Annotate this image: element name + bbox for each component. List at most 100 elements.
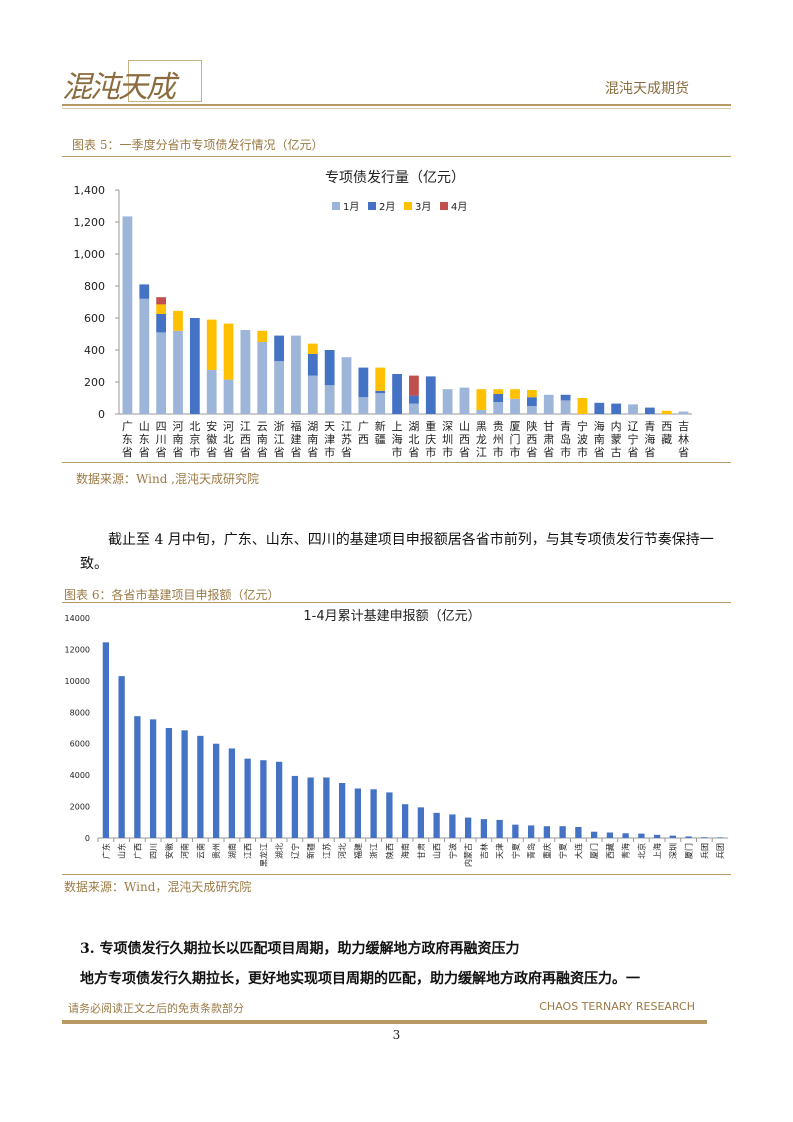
x-tick-label: 省 <box>307 446 318 459</box>
x-tick-label: 龙 <box>476 433 487 446</box>
bar <box>669 835 677 838</box>
chart-title: 专项债发行量（亿元） <box>325 170 465 186</box>
bar <box>512 824 519 838</box>
footer-rule <box>62 1020 707 1024</box>
chart-special-bond-issuance: 专项债发行量（亿元） 1月 2月 3月 4月 0 200 400 600 800 1,000 1,20… <box>74 170 692 459</box>
x-tick-label: 西 <box>358 433 369 446</box>
legend-label: 3月 <box>415 201 431 213</box>
bar-segment <box>223 379 234 414</box>
x-tick-label: 宁波 <box>447 843 457 859</box>
header-rule <box>62 104 731 106</box>
x-tick-label: 河 <box>223 420 234 433</box>
x-tick-label: 徽 <box>206 432 217 446</box>
x-tick-label: 藏 <box>661 433 672 446</box>
x-tick-label: 省 <box>206 446 217 459</box>
x-tick-label: 市 <box>493 445 504 459</box>
bar-segment <box>510 398 520 414</box>
x-tick-label: 江 <box>341 420 352 433</box>
legend-label: 4月 <box>451 201 467 213</box>
x-tick-label: 西 <box>459 433 470 446</box>
bar <box>149 719 157 838</box>
footer-disclaimer: 请务必阅读正文之后的免责条款部分 <box>68 1002 244 1015</box>
x-tick-label: 厦门 <box>684 843 694 859</box>
y-tick-label: 14000 <box>65 614 90 623</box>
x-tick-label: 四 <box>156 420 167 433</box>
x-tick-label: 省 <box>240 446 251 459</box>
chart-title: 1-4月累计基建申报额（亿元） <box>303 609 480 624</box>
figure5-caption: 图表 5：一季度分省市专项债发行情况（亿元） <box>72 138 324 152</box>
x-tick-label: 市 <box>577 445 588 459</box>
bar-segment <box>375 390 386 394</box>
bar <box>102 642 110 838</box>
x-tick-label: 吉林 <box>479 843 489 859</box>
logo-frame <box>128 60 202 102</box>
x-tick-label: 广西 <box>132 843 142 859</box>
bar <box>638 833 645 838</box>
y-tick-label: 600 <box>84 312 105 325</box>
x-tick-label: 山东 <box>117 843 127 859</box>
x-tick-label: 省 <box>678 446 689 459</box>
x-tick-label: 山 <box>139 420 150 433</box>
bar-segment <box>189 318 200 414</box>
x-tick-label: 南 <box>594 433 605 446</box>
footer-brand: CHAOS TERNARY RESEARCH <box>539 1000 695 1013</box>
bar-segment <box>409 375 419 396</box>
bar <box>244 758 251 838</box>
x-tick-label: 青岛 <box>526 843 536 859</box>
x-tick-label: 浙江 <box>369 843 379 859</box>
bar-segment <box>493 402 504 414</box>
bar <box>433 812 440 838</box>
bar-segment <box>375 367 386 391</box>
x-tick-label: 山西 <box>432 843 442 859</box>
bar-segment <box>493 389 504 394</box>
x-tick-label: 内 <box>611 419 622 433</box>
bar-segment <box>409 403 419 414</box>
bar <box>291 775 299 838</box>
bar-segment <box>409 395 419 404</box>
x-tick-label: 大连 <box>573 843 583 859</box>
x-tick-label: 疆 <box>375 433 386 446</box>
x-tick-label: 安 <box>206 419 217 433</box>
x-tick-label: 吉 <box>678 420 689 433</box>
x-tick-label: 青 <box>560 420 571 433</box>
x-tick-label: 兵团 <box>715 843 725 859</box>
x-tick-label: 西藏 <box>605 843 615 859</box>
bar <box>338 783 346 838</box>
x-tick-label: 肃 <box>543 433 554 446</box>
x-tick-label: 市 <box>189 445 200 459</box>
bar-segment <box>375 393 386 414</box>
bar-segment <box>240 330 251 414</box>
x-tick-label: 省 <box>122 446 133 459</box>
x-tick-label: 广 <box>122 420 133 433</box>
x-tick-label: 宁 <box>577 419 588 433</box>
x-tick-label: 青海 <box>621 843 631 859</box>
x-tick-label: 贵州 <box>211 843 221 859</box>
bar-segment <box>392 374 402 414</box>
x-tick-label: 西 <box>661 420 672 433</box>
bar-segment <box>122 216 133 414</box>
x-tick-label: 市 <box>560 445 571 459</box>
x-tick-label: 四川 <box>149 843 158 859</box>
bar-segment <box>206 370 217 414</box>
bar-segment <box>527 390 537 398</box>
x-tick-label: 门 <box>510 432 521 446</box>
bar-segment <box>644 407 655 414</box>
bar-segment <box>307 343 318 354</box>
bar-segment <box>358 397 369 414</box>
x-tick-label: 北 <box>223 433 234 446</box>
x-tick-label: 省 <box>223 446 234 459</box>
x-tick-label: 甘 <box>543 420 554 433</box>
bar-segment <box>274 361 284 414</box>
bar-segment <box>307 354 318 376</box>
x-tick-label: 湖南 <box>227 843 237 859</box>
legend-swatch <box>332 202 340 210</box>
bar-segment <box>577 398 588 414</box>
legend-swatch <box>368 202 376 210</box>
x-tick-label: 庆 <box>425 432 436 446</box>
x-tick-label: 黑 <box>476 420 487 433</box>
x-tick-label: 江苏 <box>321 843 331 859</box>
x-tick-label: 广东 <box>101 843 111 859</box>
bar-segment <box>594 402 605 414</box>
y-tick-label: 1,400 <box>74 184 106 197</box>
x-tick-label: 海 <box>392 432 403 446</box>
